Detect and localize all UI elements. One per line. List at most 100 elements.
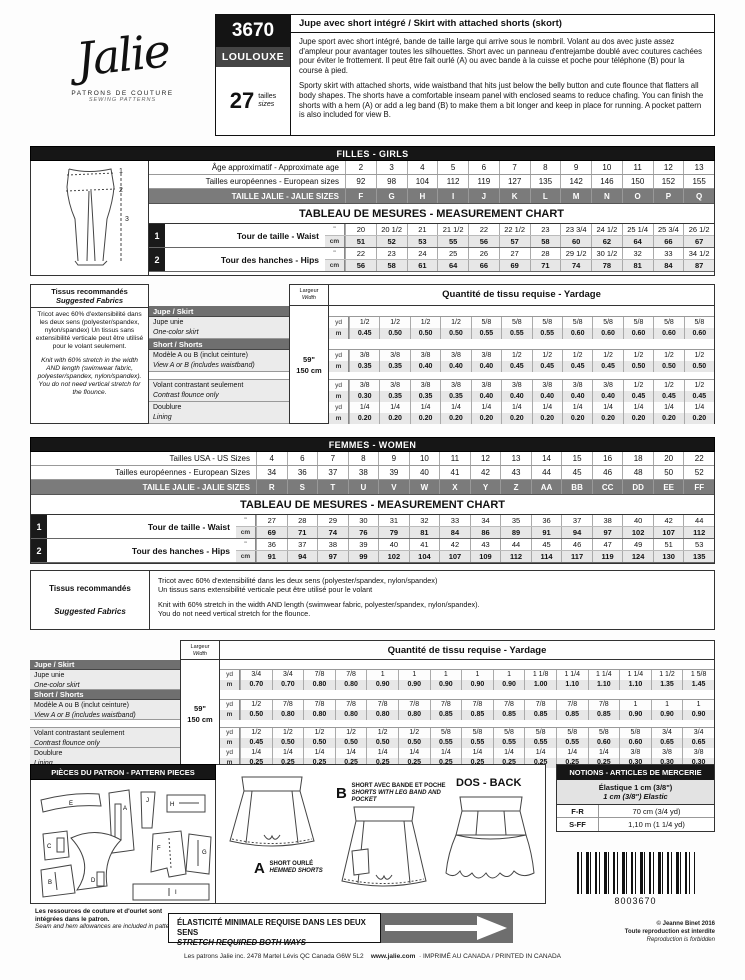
table-cell: 0.90 <box>397 680 430 690</box>
row-number: 1 <box>31 515 47 538</box>
table-cell: 1/4 <box>524 748 556 758</box>
table-cell: 0.60 <box>561 328 592 339</box>
view-b-letter: B <box>336 785 347 802</box>
table-cell: 0.25 <box>397 758 430 768</box>
table-cell: 98 <box>375 175 407 188</box>
table-cell: 16 <box>591 452 623 465</box>
table-cell: 3/8 <box>619 748 651 758</box>
notions-column: NOTIONS - ARTICLES DE MERCERIE Élastique… <box>546 764 715 944</box>
unit-inches: " <box>325 224 345 235</box>
table-cell: 0.40 <box>470 391 501 402</box>
logo-subtitle-fr: PATRONS DE COUTURE <box>71 90 174 97</box>
table-cell: 5/8 <box>622 317 653 328</box>
m-values: 0.35 0.35 0.40 0.40 0.40 0.45 0.45 0.45 0.45 0.50… <box>349 361 714 372</box>
notion-row-sff: S-FF 1,10 m (1 1/4 yd) <box>557 818 714 831</box>
table-cell: 10 <box>591 161 622 174</box>
table-cell: 5/8 <box>592 317 622 328</box>
table-cell: 1/4 <box>622 402 653 413</box>
table-cell: 32 <box>408 515 440 526</box>
table-cell: 0.60 <box>622 328 653 339</box>
table-cell: 1/2 <box>561 350 592 361</box>
table-cell: 1 1/8 <box>524 670 556 680</box>
table-cell: 9 <box>560 161 591 174</box>
table-cell: 0.80 <box>334 710 367 720</box>
table-cell: 3/8 <box>349 350 379 361</box>
notions-header: NOTIONS - ARTICLES DE MERCERIE <box>557 765 714 780</box>
view-b-label-fr: SHORT AVEC BANDE ET POCHE <box>351 783 446 789</box>
table-cell: 97 <box>591 527 623 538</box>
table-cell: 20 <box>652 452 684 465</box>
label-fr: Volant contrastant seulement <box>153 382 244 389</box>
table-cell: 0.60 <box>619 738 651 748</box>
table-cell: 3/4 <box>682 728 714 738</box>
table-cell: 1/2 <box>409 317 440 328</box>
table-cell: 0.80 <box>366 710 398 720</box>
table-cell: 0.20 <box>592 413 622 424</box>
women-chart-title: TABLEAU DE MESURES - MEASUREMENT CHART <box>31 495 714 515</box>
pattern-code-column: 3670 LOULOUXE 27 tailles sizes <box>215 14 290 136</box>
piece-letter-g: G <box>202 850 207 856</box>
table-cell: 0.50 <box>334 738 367 748</box>
table-cell: 89 <box>500 527 531 538</box>
women-hips-inches: 36 37 38 39 40 41 42 43 44 45 46 47 49 51 53 <box>256 539 714 550</box>
table-cell: 31 <box>378 515 409 526</box>
fabric-width-value: 59" 150 cm <box>289 306 329 424</box>
table-cell: 45 <box>561 466 592 479</box>
table-cell: 0.50 <box>653 361 683 372</box>
table-cell: 1 1/4 <box>555 670 588 680</box>
table-cell: 0.40 <box>470 361 501 372</box>
table-cell: 114 <box>530 551 562 562</box>
label-en: One-color skirt <box>153 329 199 336</box>
table-cell: 46 <box>591 466 623 479</box>
seam-allowance-note: Les ressources de couture et d'ourlet so… <box>35 908 180 931</box>
table-cell: 0.55 <box>531 328 562 339</box>
table-cell: 40 <box>378 539 409 550</box>
table-cell: 0.80 <box>334 680 367 690</box>
table-cell: 1/4 <box>592 402 622 413</box>
table-cell: 22 <box>468 224 499 235</box>
skirt-front-view-a <box>229 776 315 847</box>
table-cell: 7/8 <box>587 700 620 710</box>
table-cell: 25 1/4 <box>621 224 653 235</box>
table-cell: 0.40 <box>440 361 470 372</box>
table-cell: 1.35 <box>650 680 683 690</box>
table-cell: 97 <box>317 551 348 562</box>
table-cell: 0.60 <box>587 738 620 748</box>
table-cell: 87 <box>683 260 714 271</box>
table-cell: 1 <box>492 670 525 680</box>
table-cell: V <box>378 480 409 494</box>
table-cell: 0.90 <box>492 680 525 690</box>
table-cell: 41 <box>408 539 440 550</box>
unit-m: m <box>329 328 349 339</box>
description-box: Jupe avec short intégré / Skirt with att… <box>290 14 715 136</box>
table-cell: 1/4 <box>303 748 335 758</box>
table-cell: 1 1/4 <box>619 670 651 680</box>
table-cell: P <box>652 189 684 203</box>
unit-m: m <box>220 710 240 720</box>
piece-letter-h: H <box>170 802 174 808</box>
garment-views-box: A SHORT OURLÉ HEMMED SHORTS B SHORT AVEC… <box>216 764 546 904</box>
jalie-label: TAILLE JALIE - JALIE SIZES <box>142 483 250 492</box>
table-cell: 15 <box>561 452 592 465</box>
unit-yd: yd <box>329 350 349 361</box>
yd-values: 1/2 1/2 1/2 1/2 1/2 1/2 5/8 5/8 5/8 5/8 5/8 5/8 5/8 3… <box>240 728 714 738</box>
table-cell: 30 1/2 <box>591 248 622 259</box>
m-values: 0.25 0.25 0.25 0.25 0.25 0.25 0.25 0.25 0.25 0.25… <box>240 758 714 768</box>
fabrics-fr-line2: Un tissus sans extensibilité verticale p… <box>158 585 373 594</box>
table-cell: 107 <box>439 551 470 562</box>
table-cell: 3/8 <box>682 748 714 758</box>
notion-sizes: S-FF <box>557 818 599 831</box>
table-cell: 0.65 <box>682 738 714 748</box>
women-hips-cm: 91 94 97 99 102 104 107 109 112 114 117 119 124 130 13… <box>256 551 714 562</box>
table-cell: 3/8 <box>409 350 440 361</box>
table-cell: 0.25 <box>303 758 335 768</box>
girls-euro-values: 92 98 104 112 119 127 135 142 146 150 152 155 <box>345 175 714 188</box>
label-en: View A or B (includes waistband) <box>153 362 255 369</box>
table-cell: 43 <box>469 539 501 550</box>
footer-address: Les patrons Jalie inc. 2478 Martel Lévis… <box>184 953 364 960</box>
piece-letter-e: E <box>69 801 73 807</box>
stretch-direction-arrow <box>381 913 513 943</box>
table-cell: 0.20 <box>683 413 714 424</box>
